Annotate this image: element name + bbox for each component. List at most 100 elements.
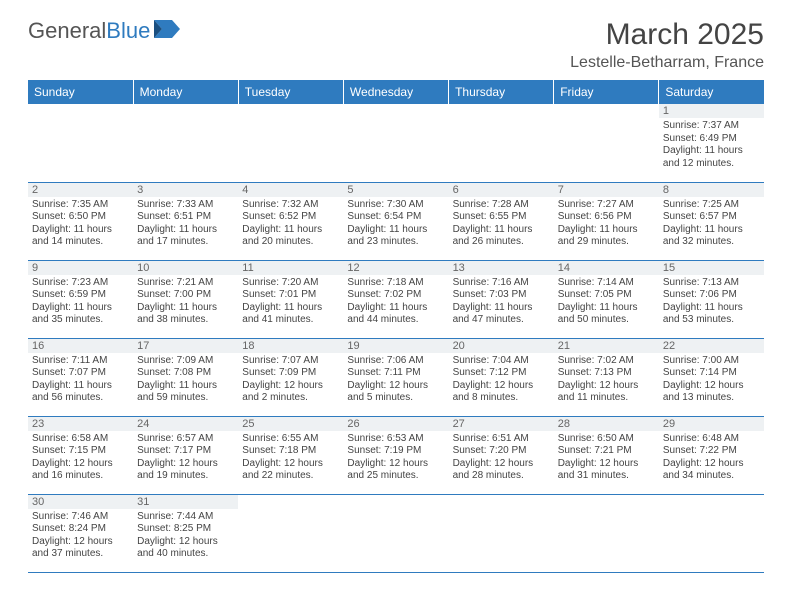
sunset-text: Sunset: 7:21 PM — [558, 445, 655, 458]
calendar-cell — [449, 104, 554, 182]
calendar-cell: 20Sunrise: 7:04 AMSunset: 7:12 PMDayligh… — [449, 338, 554, 416]
day-header: Thursday — [449, 80, 554, 104]
calendar-cell — [133, 104, 238, 182]
sunset-text: Sunset: 6:56 PM — [558, 211, 655, 224]
day-info: Sunrise: 7:21 AMSunset: 7:00 PMDaylight:… — [133, 275, 238, 327]
calendar-row: 9Sunrise: 7:23 AMSunset: 6:59 PMDaylight… — [28, 260, 764, 338]
day-number: 16 — [28, 339, 133, 353]
daylight-line2: and 31 minutes. — [558, 470, 655, 483]
sunrise-text: Sunrise: 6:50 AM — [558, 433, 655, 446]
sunset-text: Sunset: 8:25 PM — [137, 523, 234, 536]
sunset-text: Sunset: 6:57 PM — [663, 211, 760, 224]
daylight-line1: Daylight: 11 hours — [32, 380, 129, 393]
daylight-line2: and 34 minutes. — [663, 470, 760, 483]
sunset-text: Sunset: 7:00 PM — [137, 289, 234, 302]
daylight-line1: Daylight: 11 hours — [347, 302, 444, 315]
sunrise-text: Sunrise: 7:14 AM — [558, 277, 655, 290]
day-number: 5 — [343, 183, 448, 197]
day-header: Saturday — [659, 80, 764, 104]
day-info: Sunrise: 7:32 AMSunset: 6:52 PMDaylight:… — [238, 197, 343, 249]
brand-part1: General — [28, 18, 106, 44]
day-number: 15 — [659, 261, 764, 275]
sunset-text: Sunset: 7:12 PM — [453, 367, 550, 380]
sunset-text: Sunset: 7:14 PM — [663, 367, 760, 380]
calendar-cell: 10Sunrise: 7:21 AMSunset: 7:00 PMDayligh… — [133, 260, 238, 338]
calendar-cell: 31Sunrise: 7:44 AMSunset: 8:25 PMDayligh… — [133, 494, 238, 572]
day-number: 19 — [343, 339, 448, 353]
day-number: 25 — [238, 417, 343, 431]
calendar-row: 30Sunrise: 7:46 AMSunset: 8:24 PMDayligh… — [28, 494, 764, 572]
sunrise-text: Sunrise: 7:02 AM — [558, 355, 655, 368]
day-info: Sunrise: 7:00 AMSunset: 7:14 PMDaylight:… — [659, 353, 764, 405]
calendar-cell — [554, 104, 659, 182]
daylight-line1: Daylight: 12 hours — [32, 458, 129, 471]
sunset-text: Sunset: 8:24 PM — [32, 523, 129, 536]
daylight-line1: Daylight: 11 hours — [32, 302, 129, 315]
daylight-line1: Daylight: 12 hours — [663, 380, 760, 393]
daylight-line1: Daylight: 11 hours — [137, 302, 234, 315]
day-number: 22 — [659, 339, 764, 353]
day-header: Monday — [133, 80, 238, 104]
day-number: 8 — [659, 183, 764, 197]
brand-part2: Blue — [106, 18, 150, 44]
sunrise-text: Sunrise: 7:07 AM — [242, 355, 339, 368]
calendar-cell: 6Sunrise: 7:28 AMSunset: 6:55 PMDaylight… — [449, 182, 554, 260]
day-header-row: Sunday Monday Tuesday Wednesday Thursday… — [28, 80, 764, 104]
daylight-line2: and 41 minutes. — [242, 314, 339, 327]
daylight-line1: Daylight: 12 hours — [558, 458, 655, 471]
daylight-line2: and 44 minutes. — [347, 314, 444, 327]
daylight-line1: Daylight: 12 hours — [242, 458, 339, 471]
day-number: 28 — [554, 417, 659, 431]
calendar-cell: 12Sunrise: 7:18 AMSunset: 7:02 PMDayligh… — [343, 260, 448, 338]
daylight-line2: and 26 minutes. — [453, 236, 550, 249]
day-info: Sunrise: 6:53 AMSunset: 7:19 PMDaylight:… — [343, 431, 448, 483]
daylight-line1: Daylight: 11 hours — [663, 302, 760, 315]
calendar-table: Sunday Monday Tuesday Wednesday Thursday… — [28, 80, 764, 573]
sunrise-text: Sunrise: 7:06 AM — [347, 355, 444, 368]
sunrise-text: Sunrise: 7:00 AM — [663, 355, 760, 368]
calendar-cell: 24Sunrise: 6:57 AMSunset: 7:17 PMDayligh… — [133, 416, 238, 494]
day-info: Sunrise: 7:07 AMSunset: 7:09 PMDaylight:… — [238, 353, 343, 405]
day-number: 13 — [449, 261, 554, 275]
day-info: Sunrise: 7:37 AMSunset: 6:49 PMDaylight:… — [659, 118, 764, 170]
daylight-line2: and 16 minutes. — [32, 470, 129, 483]
daylight-line2: and 8 minutes. — [453, 392, 550, 405]
sunrise-text: Sunrise: 7:44 AM — [137, 511, 234, 524]
calendar-row: 16Sunrise: 7:11 AMSunset: 7:07 PMDayligh… — [28, 338, 764, 416]
calendar-cell: 18Sunrise: 7:07 AMSunset: 7:09 PMDayligh… — [238, 338, 343, 416]
day-number: 31 — [133, 495, 238, 509]
day-info: Sunrise: 6:50 AMSunset: 7:21 PMDaylight:… — [554, 431, 659, 483]
sunset-text: Sunset: 7:09 PM — [242, 367, 339, 380]
sunrise-text: Sunrise: 6:55 AM — [242, 433, 339, 446]
day-number: 14 — [554, 261, 659, 275]
day-number: 12 — [343, 261, 448, 275]
daylight-line2: and 53 minutes. — [663, 314, 760, 327]
sunset-text: Sunset: 7:20 PM — [453, 445, 550, 458]
calendar-cell — [343, 104, 448, 182]
calendar-cell: 21Sunrise: 7:02 AMSunset: 7:13 PMDayligh… — [554, 338, 659, 416]
daylight-line2: and 37 minutes. — [32, 548, 129, 561]
sunrise-text: Sunrise: 7:25 AM — [663, 199, 760, 212]
daylight-line2: and 17 minutes. — [137, 236, 234, 249]
calendar-cell: 26Sunrise: 6:53 AMSunset: 7:19 PMDayligh… — [343, 416, 448, 494]
day-number: 24 — [133, 417, 238, 431]
sunrise-text: Sunrise: 6:58 AM — [32, 433, 129, 446]
sunset-text: Sunset: 7:11 PM — [347, 367, 444, 380]
calendar-cell: 19Sunrise: 7:06 AMSunset: 7:11 PMDayligh… — [343, 338, 448, 416]
day-info: Sunrise: 6:51 AMSunset: 7:20 PMDaylight:… — [449, 431, 554, 483]
daylight-line2: and 32 minutes. — [663, 236, 760, 249]
daylight-line2: and 19 minutes. — [137, 470, 234, 483]
calendar-cell — [28, 104, 133, 182]
sunset-text: Sunset: 6:52 PM — [242, 211, 339, 224]
sunrise-text: Sunrise: 7:35 AM — [32, 199, 129, 212]
daylight-line2: and 2 minutes. — [242, 392, 339, 405]
daylight-line2: and 20 minutes. — [242, 236, 339, 249]
sunset-text: Sunset: 6:51 PM — [137, 211, 234, 224]
daylight-line1: Daylight: 12 hours — [347, 458, 444, 471]
sunset-text: Sunset: 7:18 PM — [242, 445, 339, 458]
daylight-line1: Daylight: 11 hours — [137, 380, 234, 393]
calendar-cell — [554, 494, 659, 572]
daylight-line1: Daylight: 12 hours — [558, 380, 655, 393]
day-info: Sunrise: 7:09 AMSunset: 7:08 PMDaylight:… — [133, 353, 238, 405]
daylight-line2: and 14 minutes. — [32, 236, 129, 249]
